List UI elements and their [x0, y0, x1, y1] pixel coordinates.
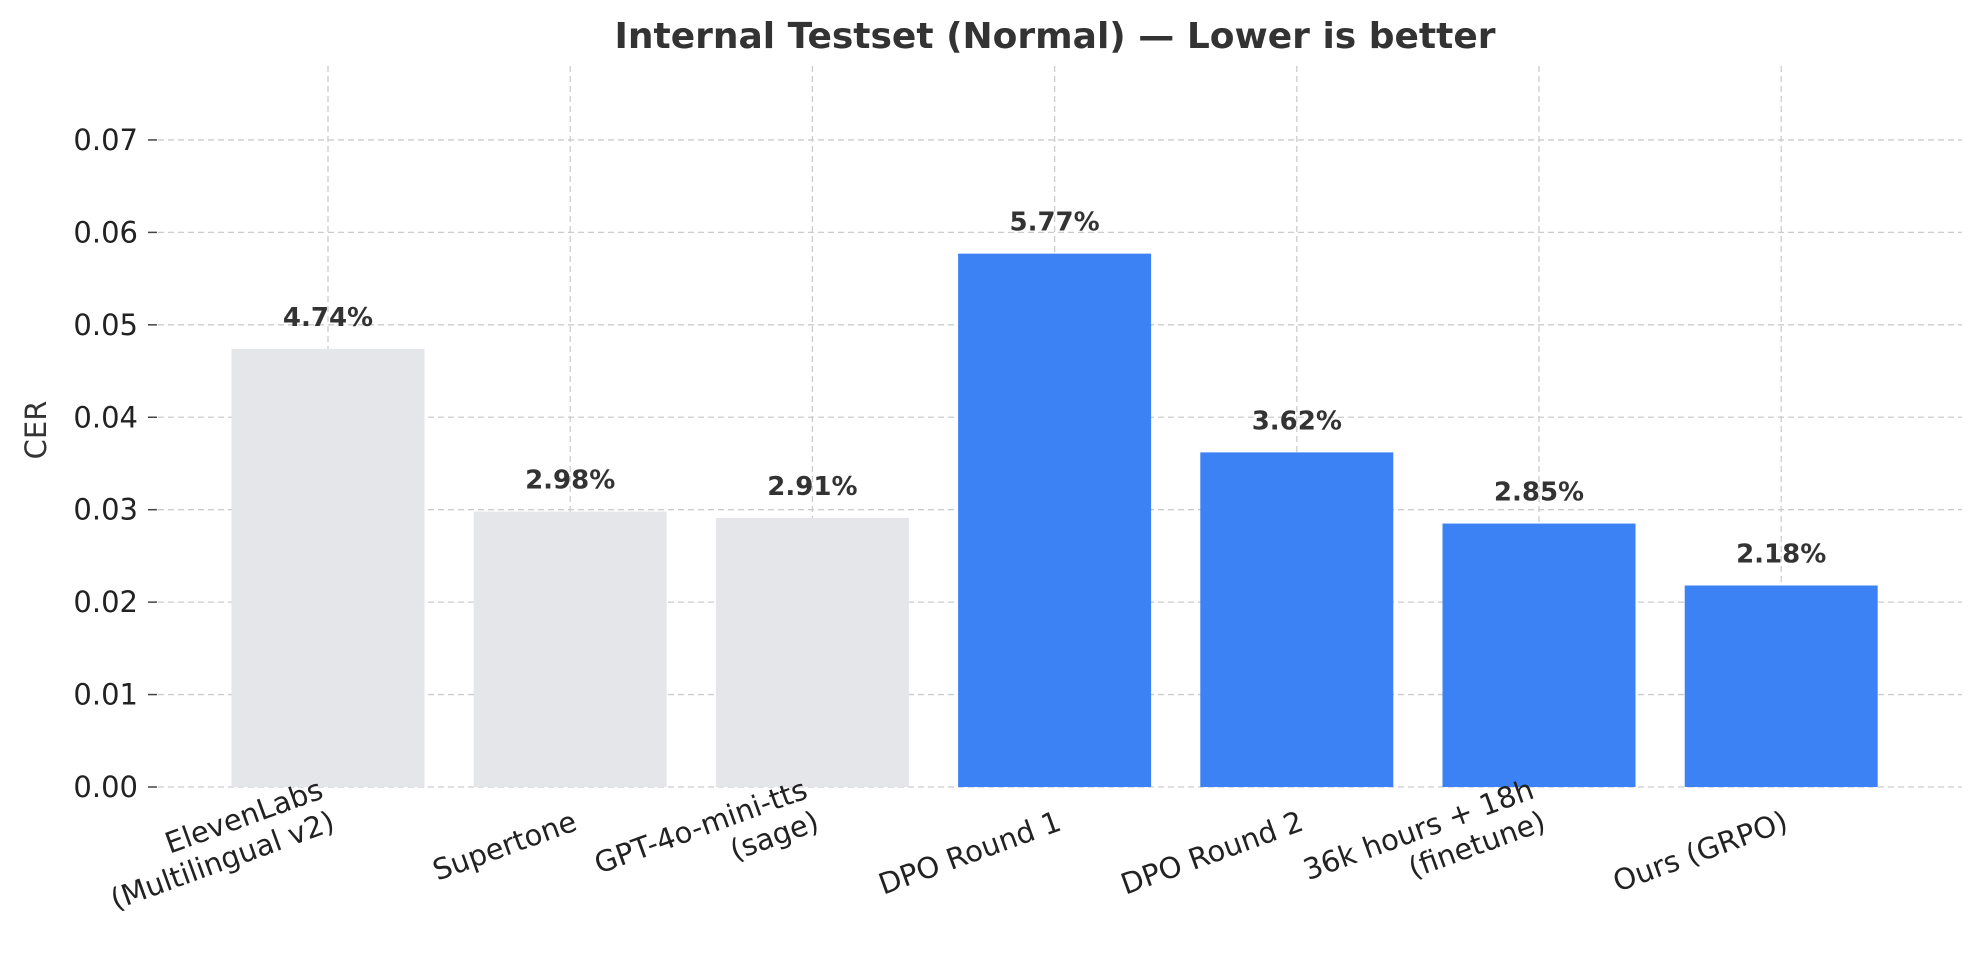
bar — [1684, 585, 1878, 787]
bars-layer — [231, 253, 1878, 787]
y-tick-label: 0.04 — [73, 400, 138, 434]
x-tick-label: DPO Round 1 — [874, 804, 1065, 901]
y-tick-label: 0.01 — [73, 678, 138, 712]
x-tick-label: 36k hours + 18h(finetune) — [1299, 772, 1550, 887]
data-label: 5.77% — [1009, 208, 1099, 238]
y-tick-label: 0.00 — [73, 770, 138, 804]
bar — [473, 511, 667, 787]
bar — [1442, 523, 1636, 787]
x-tick-label-line: Supertone — [428, 804, 581, 887]
bar — [1200, 452, 1394, 787]
x-axis: ElevenLabs(Multilingual v2) Supertone GPT-… — [106, 772, 1792, 916]
x-tick-label: Ours (GRPO) — [1608, 804, 1792, 899]
y-tick-label: 0.02 — [73, 585, 138, 619]
y-tick-label: 0.03 — [73, 493, 138, 527]
y-tick-label: 0.05 — [73, 308, 138, 342]
bar — [231, 348, 425, 787]
x-tick-label: Supertone — [428, 804, 581, 887]
bar — [958, 253, 1152, 787]
x-tick-label-line: DPO Round 2 — [1116, 804, 1307, 901]
data-label: 4.74% — [283, 303, 373, 333]
data-label: 2.91% — [767, 472, 857, 502]
data-labels-layer: 4.74% 2.98% 2.91% 5.77% 3.62% 2.85% 2.18% — [283, 208, 1826, 570]
y-tick-label: 0.06 — [73, 215, 138, 249]
data-label: 2.98% — [525, 466, 615, 496]
data-label: 2.18% — [1736, 539, 1826, 569]
y-axis-label: CER — [19, 401, 53, 460]
x-tick-label: GPT-4o-mini-tts(sage) — [590, 772, 823, 880]
x-tick-label-line: DPO Round 1 — [874, 804, 1065, 901]
bar — [715, 518, 909, 787]
data-label: 2.85% — [1494, 478, 1584, 508]
data-label: 3.62% — [1252, 406, 1342, 436]
chart-title: Internal Testset (Normal) — Lower is bet… — [614, 16, 1495, 57]
x-tick-label: DPO Round 2 — [1116, 804, 1307, 901]
y-axis: 0.00 0.01 0.02 0.03 0.04 0.05 0.06 0.07 — [73, 123, 157, 804]
y-tick-label: 0.07 — [73, 123, 138, 157]
x-tick-label-line: Ours (GRPO) — [1608, 804, 1792, 899]
